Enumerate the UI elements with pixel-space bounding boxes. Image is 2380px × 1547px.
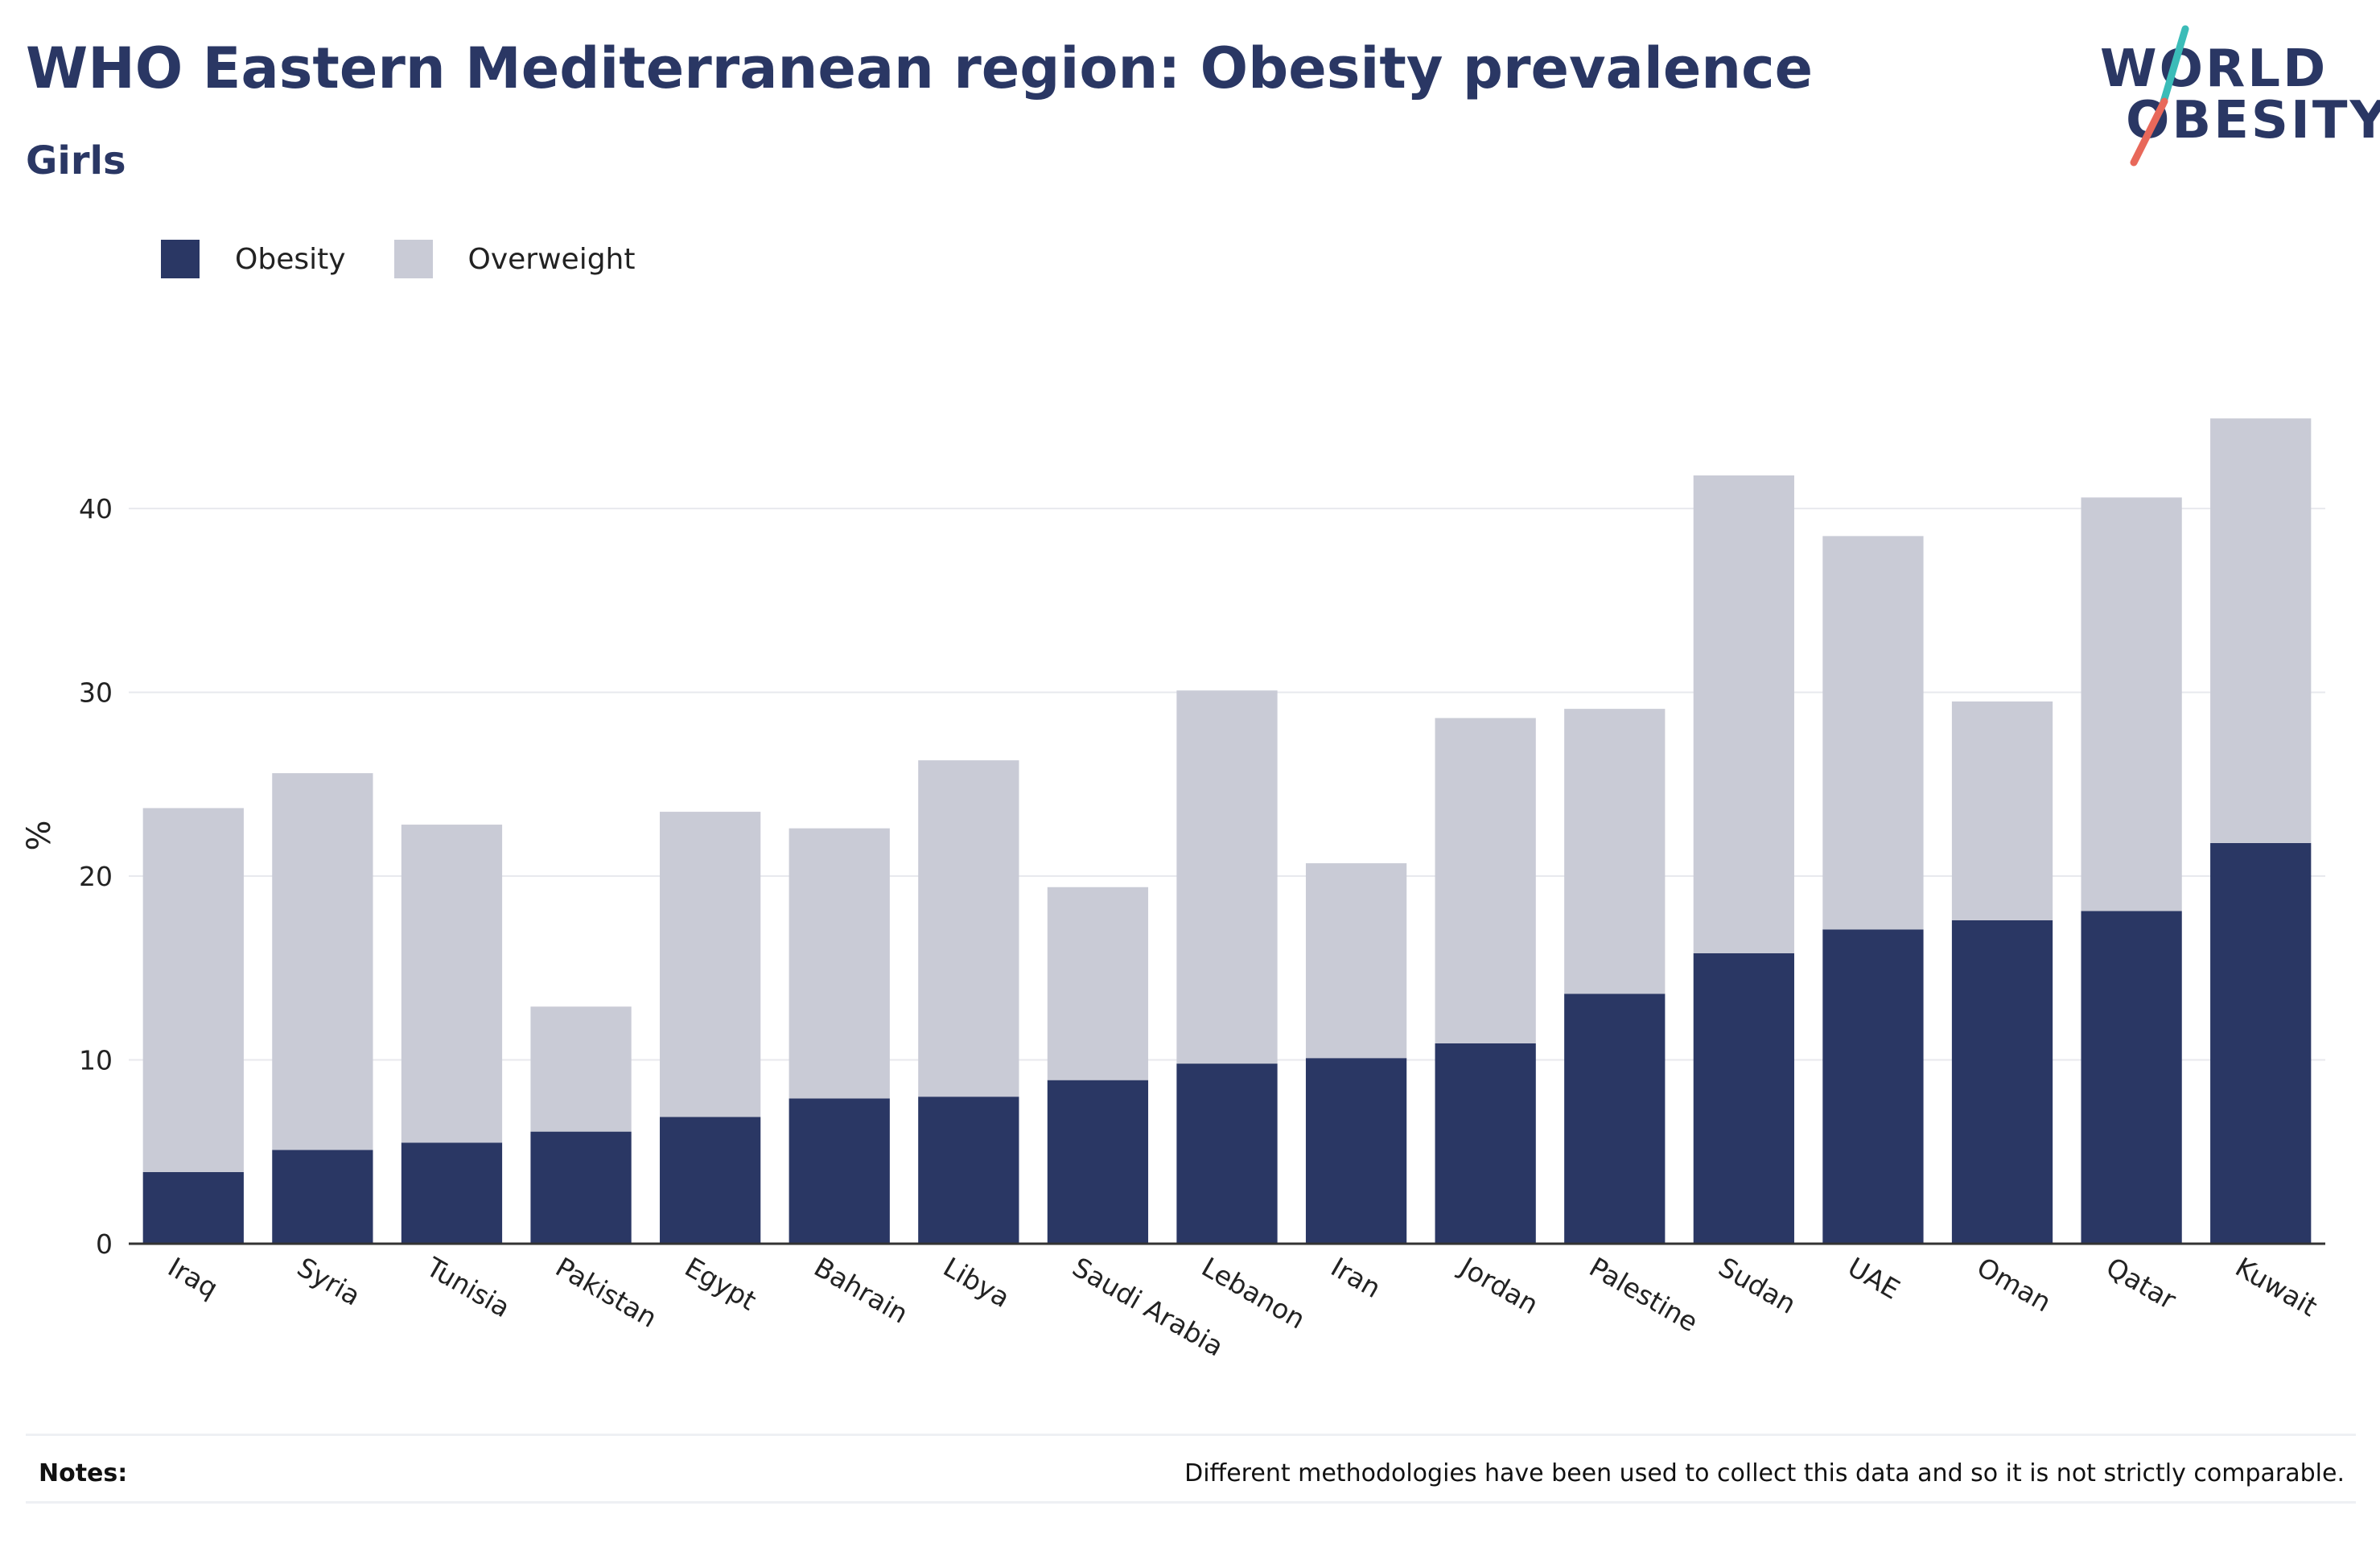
bar-obesity-jordan <box>1435 1043 1536 1244</box>
bar-overweight-palestine <box>1564 709 1666 994</box>
y-tick-label-30: 30 <box>79 677 113 709</box>
x-tick-label-sudan: Sudan <box>1713 1251 1801 1320</box>
bar-obesity-iraq <box>142 1171 244 1244</box>
chart-title: WHO Eastern Mediterranean region: Obesit… <box>26 35 1814 101</box>
x-tick-label-kuwait: Kuwait <box>2230 1251 2323 1323</box>
bar-overweight-iran <box>1305 863 1407 1059</box>
bar-overweight-egypt <box>660 812 761 1117</box>
bar-overweight-sudan <box>1693 475 1794 954</box>
x-tick-label-iraq: Iraq <box>163 1251 223 1304</box>
bar-obesity-oman <box>1951 920 2053 1244</box>
bar-overweight-libya <box>918 760 1019 1097</box>
logo-slash-icon <box>2130 25 2189 167</box>
x-tick-label-qatar: Qatar <box>2101 1251 2181 1315</box>
bar-overweight-bahrain <box>789 828 890 1099</box>
bar-obesity-saudi-arabia <box>1047 1080 1149 1244</box>
bar-obesity-qatar <box>2081 911 2182 1244</box>
x-tick-label-jordan: Jordan <box>1453 1250 1543 1320</box>
footer-divider-bottom <box>26 1501 2356 1504</box>
y-tick-label-0: 0 <box>96 1228 113 1260</box>
logo-line-2: OBESITY <box>2126 91 2380 150</box>
bar-overweight-oman <box>1951 701 2053 920</box>
y-tick-label-40: 40 <box>79 493 113 525</box>
bar-overweight-syria <box>272 773 373 1150</box>
bar-overweight-iraq <box>142 808 244 1172</box>
x-tick-label-bahrain: Bahrain <box>809 1251 913 1330</box>
bar-overweight-pakistan <box>530 1006 632 1132</box>
bar-obesity-sudan <box>1693 953 1794 1244</box>
bar-obesity-pakistan <box>530 1131 632 1244</box>
bar-obesity-palestine <box>1564 994 1666 1244</box>
x-tick-label-oman: Oman <box>1972 1251 2057 1318</box>
y-tick-label-20: 20 <box>79 861 113 892</box>
bar-overweight-tunisia <box>401 825 503 1143</box>
chart-subtitle: Girls <box>26 138 126 183</box>
footer-divider-top <box>26 1434 2356 1436</box>
bar-obesity-libya <box>918 1096 1019 1244</box>
bar-overweight-jordan <box>1435 718 1536 1043</box>
legend-swatch-overweight <box>393 240 433 278</box>
bar-obesity-lebanon <box>1176 1064 1278 1244</box>
legend-item-obesity[interactable]: Obesity <box>161 240 346 278</box>
legend-swatch-obesity <box>161 240 200 278</box>
x-tick-label-uae: UAE <box>1843 1251 1905 1306</box>
bar-overweight-kuwait <box>2210 418 2312 843</box>
x-tick-label-egypt: Egypt <box>680 1251 762 1316</box>
x-tick-label-pakistan: Pakistan <box>550 1251 662 1334</box>
bar-obesity-bahrain <box>789 1098 890 1244</box>
x-tick-label-iran: Iran <box>1326 1251 1386 1304</box>
chart-legend: Obesity Overweight <box>161 240 683 278</box>
logo-line-1: WORLD <box>2100 39 2329 99</box>
legend-label-obesity: Obesity <box>235 242 346 276</box>
bar-overweight-qatar <box>2081 497 2182 911</box>
bar-overweight-uae <box>1822 536 1924 930</box>
bar-obesity-kuwait <box>2210 842 2312 1244</box>
bar-obesity-egypt <box>660 1117 761 1244</box>
x-tick-label-libya: Libya <box>938 1251 1015 1314</box>
notes-text: Different methodologies have been used t… <box>1184 1459 2345 1487</box>
x-tick-label-tunisia: Tunisia <box>421 1251 516 1324</box>
x-tick-label-syria: Syria <box>292 1251 366 1311</box>
legend-label-overweight: Overweight <box>467 242 636 276</box>
notes-label: Notes: <box>39 1459 128 1487</box>
x-tick-label-palestine: Palestine <box>1584 1251 1703 1338</box>
world-obesity-logo: WORLD OBESITY <box>2092 24 2380 169</box>
bar-obesity-syria <box>272 1150 373 1244</box>
bar-obesity-uae <box>1822 929 1924 1244</box>
x-tick-label-lebanon: Lebanon <box>1196 1251 1311 1335</box>
bar-obesity-tunisia <box>401 1142 503 1244</box>
y-tick-label-10: 10 <box>79 1045 113 1076</box>
bar-overweight-saudi-arabia <box>1047 887 1149 1080</box>
legend-item-overweight[interactable]: Overweight <box>393 240 636 278</box>
bar-overweight-lebanon <box>1176 690 1278 1064</box>
bar-obesity-iran <box>1305 1058 1407 1244</box>
y-axis-label: % <box>21 820 58 850</box>
